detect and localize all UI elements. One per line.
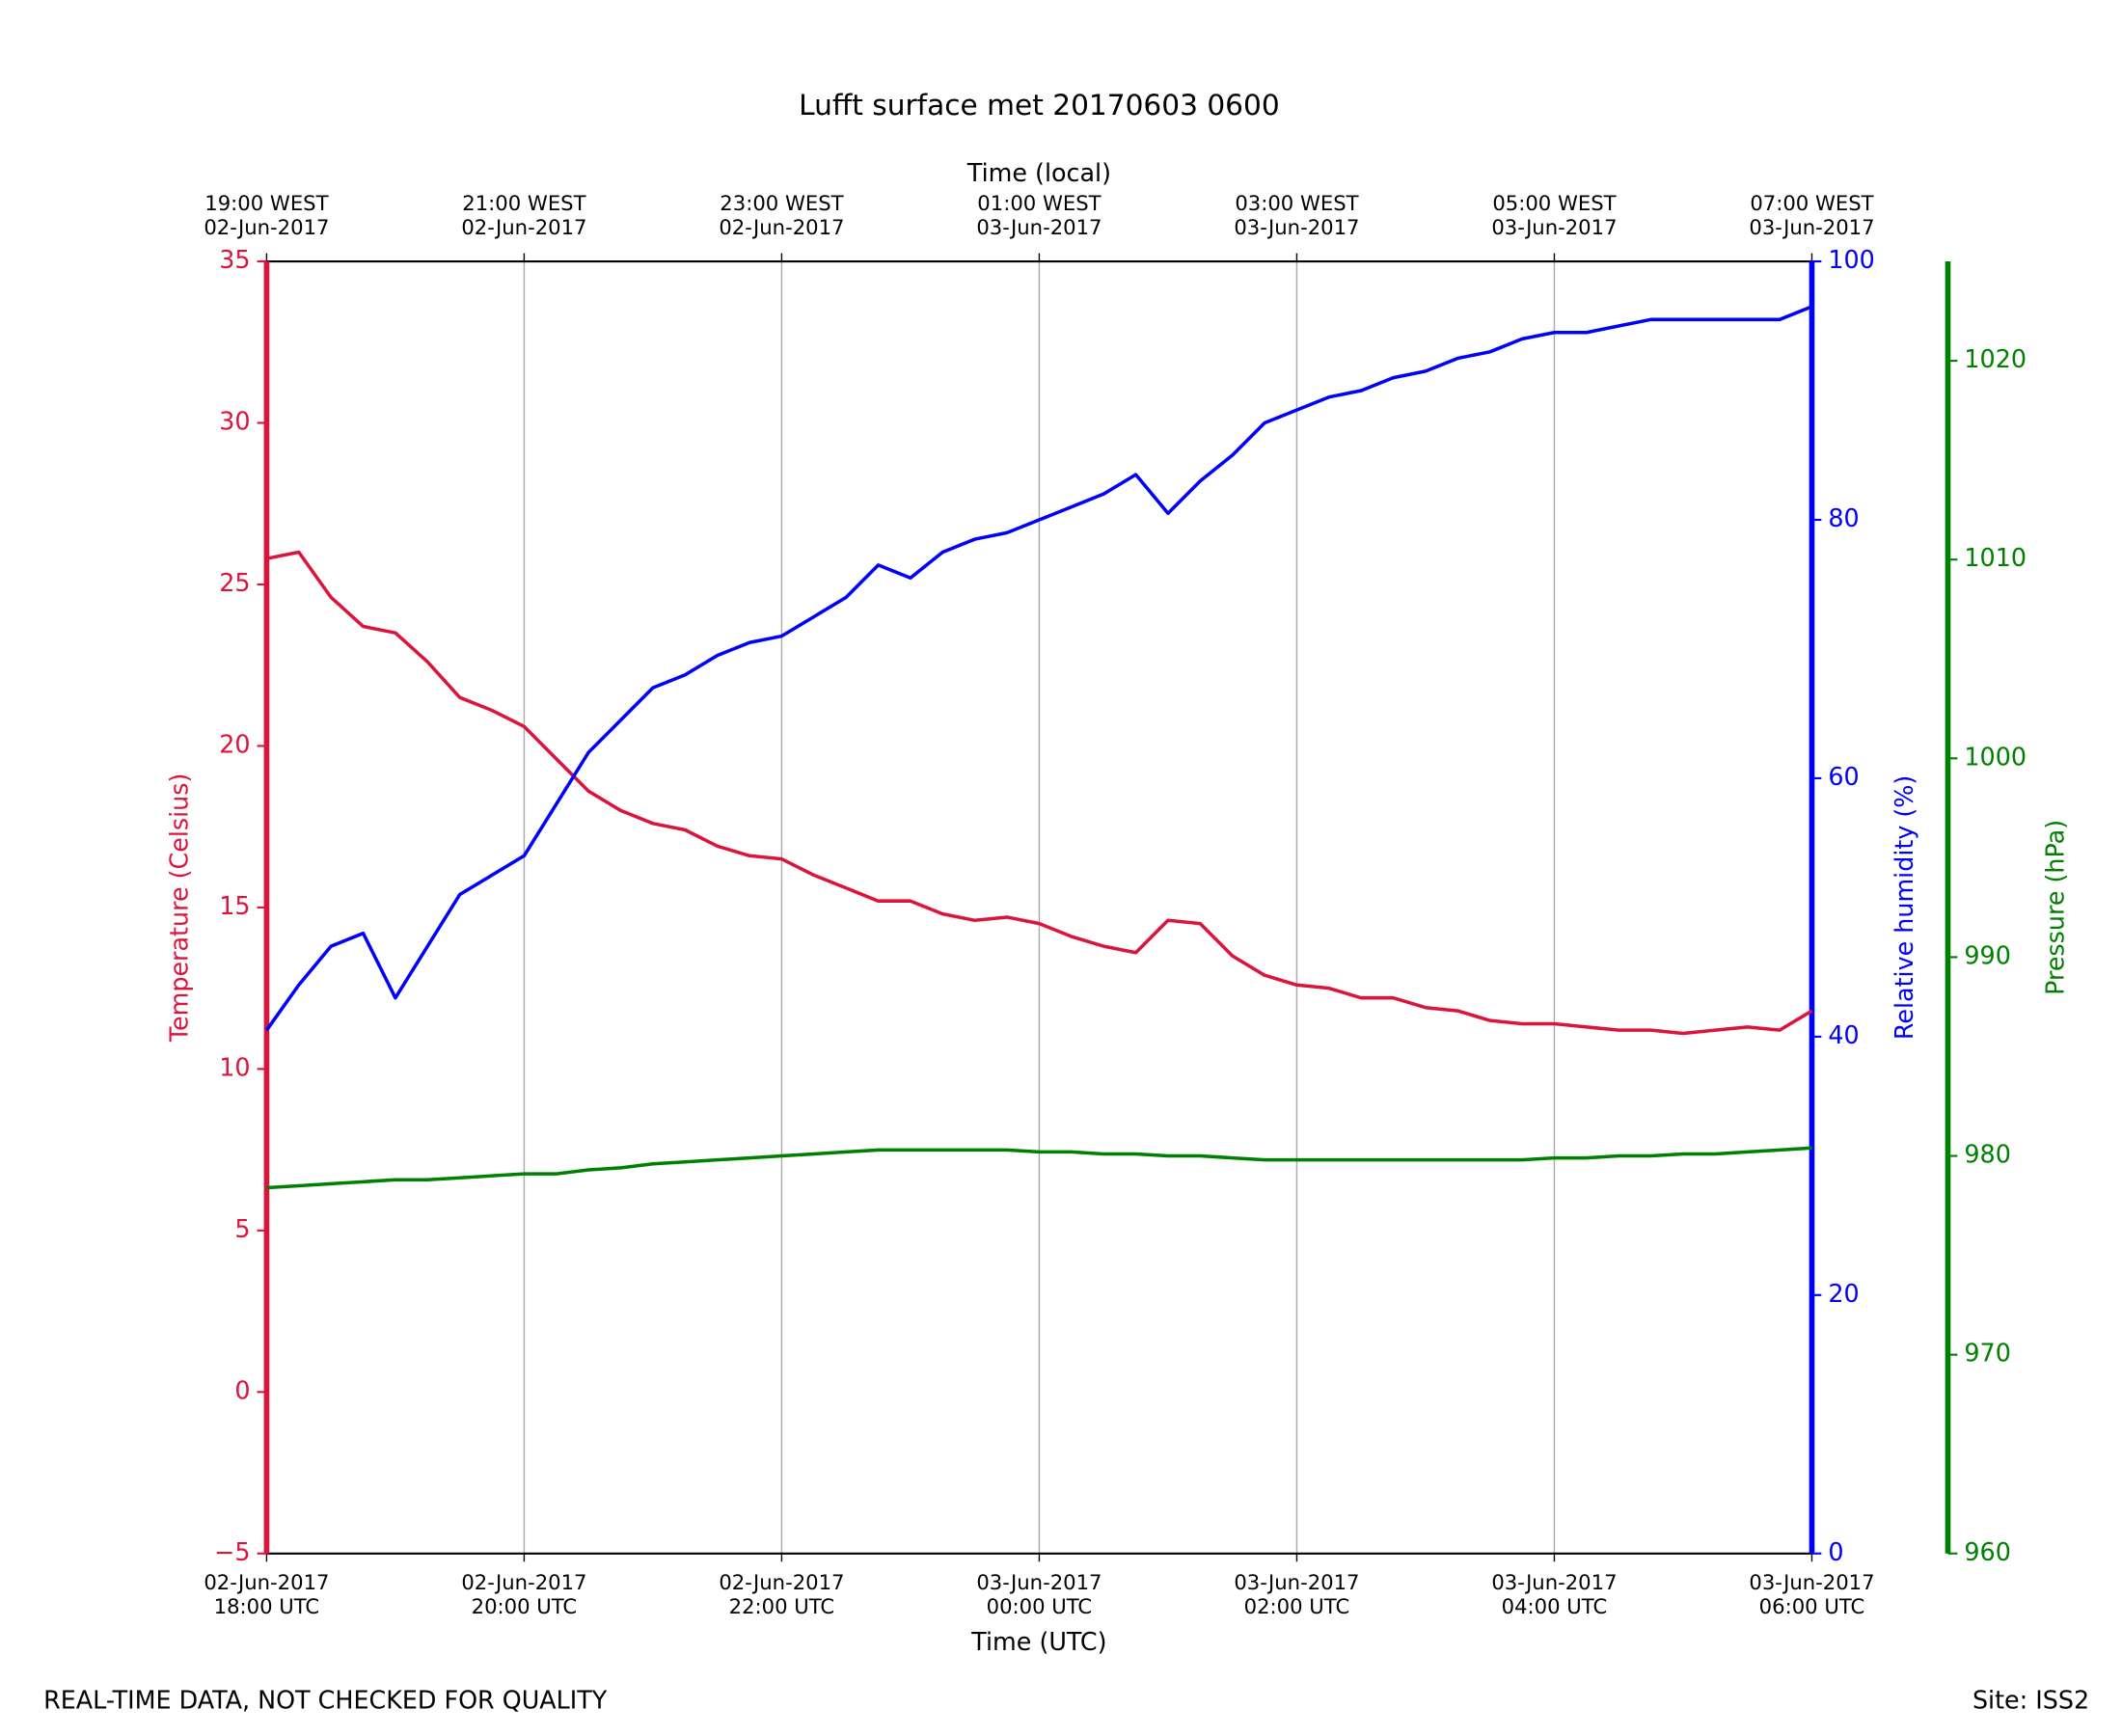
y-tick-label: −5 <box>214 1537 250 1566</box>
x-tick-label-line: 03-Jun-2017 <box>1491 1570 1617 1594</box>
y-axis-title: Temperature (Celsius) <box>165 773 194 1044</box>
x2-tick-label-line: 02-Jun-2017 <box>204 215 329 239</box>
x2-tick-label-line: 03-Jun-2017 <box>976 215 1102 239</box>
x-tick-label: 03-Jun-2017 06:00 UTC <box>1749 1570 1874 1618</box>
x2-tick-label: 05:00 WEST 03-Jun-2017 <box>1491 191 1617 239</box>
x-tick-label-line: 00:00 UTC <box>987 1594 1093 1618</box>
y-tick-label: 10 <box>219 1052 250 1081</box>
y3-tick-label: 1000 <box>1964 742 2027 771</box>
x2-tick-label: 23:00 WEST 02-Jun-2017 <box>719 191 844 239</box>
x2-tick-label: 03:00 WEST 03-Jun-2017 <box>1234 191 1359 239</box>
x2-tick-label-line: 03:00 WEST <box>1235 191 1358 215</box>
footer-note: REAL-TIME DATA, NOT CHECKED FOR QUALITY <box>43 1685 608 1714</box>
chart-title: Lufft surface met 20170603 0600 <box>799 89 1280 122</box>
x2-tick-label: 07:00 WEST 03-Jun-2017 <box>1749 191 1874 239</box>
x-tick-label-line: 06:00 UTC <box>1759 1594 1865 1618</box>
y-tick-label: 25 <box>219 568 250 597</box>
x2-tick-label-line: 03-Jun-2017 <box>1749 215 1874 239</box>
x-tick-label-line: 22:00 UTC <box>729 1594 835 1618</box>
x2-tick-label-line: 03-Jun-2017 <box>1234 215 1359 239</box>
x2-tick-label-line: 07:00 WEST <box>1750 191 1873 215</box>
x2-tick-label-line: 03-Jun-2017 <box>1491 215 1617 239</box>
y2-tick-label: 80 <box>1828 503 1859 532</box>
x2-tick-label-line: 05:00 WEST <box>1492 191 1616 215</box>
x-tick-label: 03-Jun-2017 02:00 UTC <box>1234 1570 1359 1618</box>
x2-tick-label-line: 23:00 WEST <box>720 191 843 215</box>
x2-tick-label: 21:00 WEST 02-Jun-2017 <box>461 191 586 239</box>
series-line <box>266 1146 1812 1190</box>
x-tick-label: 02-Jun-2017 22:00 UTC <box>719 1570 844 1618</box>
x2-tick-label: 01:00 WEST 03-Jun-2017 <box>976 191 1102 239</box>
y3-tick-label: 970 <box>1964 1339 2010 1368</box>
x-tick-label-line: 02-Jun-2017 <box>719 1570 844 1594</box>
x2-tick-label-line: 21:00 WEST <box>462 191 585 215</box>
y-tick-label: 0 <box>234 1375 250 1404</box>
x2-tick-label-line: 01:00 WEST <box>977 191 1101 215</box>
x-tick-label: 02-Jun-2017 20:00 UTC <box>461 1570 586 1618</box>
x-tick-label: 02-Jun-2017 18:00 UTC <box>204 1570 329 1618</box>
y2-tick-label: 60 <box>1828 762 1859 791</box>
y2-tick-label: 40 <box>1828 1020 1859 1049</box>
x-axis-title: Time (UTC) <box>970 1627 1106 1656</box>
x-tick-label-line: 02:00 UTC <box>1244 1594 1350 1618</box>
x-tick-label-line: 03-Jun-2017 <box>1234 1570 1359 1594</box>
y3-tick-label: 1010 <box>1964 543 2027 572</box>
x-tick-label: 03-Jun-2017 00:00 UTC <box>976 1570 1102 1618</box>
y3-tick-label: 1020 <box>1964 344 2027 373</box>
y2-axis-title: Relative humidity (%) <box>1890 775 1918 1040</box>
x-tick-label-line: 20:00 UTC <box>472 1594 578 1618</box>
x-tick-label-line: 18:00 UTC <box>214 1594 320 1618</box>
x2-tick-label-line: 19:00 WEST <box>204 191 328 215</box>
x-tick-label: 03-Jun-2017 04:00 UTC <box>1491 1570 1617 1618</box>
y2-tick-label: 20 <box>1828 1279 1859 1308</box>
y2-tick-label: 100 <box>1828 245 1874 274</box>
x-tick-label-line: 02-Jun-2017 <box>204 1570 329 1594</box>
x2-tick-label: 19:00 WEST 02-Jun-2017 <box>204 191 329 239</box>
series-line <box>266 550 1813 1036</box>
y-tick-label: 20 <box>219 729 250 758</box>
y-tick-label: 35 <box>219 245 250 274</box>
x-tick-label-line: 02-Jun-2017 <box>461 1570 586 1594</box>
x2-tick-label-line: 02-Jun-2017 <box>719 215 844 239</box>
series-line <box>264 305 1813 1032</box>
y-tick-label: 5 <box>234 1214 250 1243</box>
y-tick-label: 15 <box>219 891 250 920</box>
y3-tick-label: 960 <box>1964 1537 2010 1566</box>
x-tick-label-line: 04:00 UTC <box>1502 1594 1608 1618</box>
x2-tick-label-line: 02-Jun-2017 <box>461 215 586 239</box>
y3-tick-label: 990 <box>1964 940 2010 969</box>
x2-axis-title: Time (local) <box>966 158 1111 187</box>
y3-tick-label: 980 <box>1964 1140 2010 1169</box>
footer-site: Site: ISS2 <box>1972 1685 2089 1714</box>
y2-tick-label: 0 <box>1828 1537 1843 1566</box>
y-tick-label: 30 <box>219 406 250 435</box>
x-tick-label-line: 03-Jun-2017 <box>976 1570 1102 1594</box>
y3-axis-title: Pressure (hPa) <box>2040 820 2069 995</box>
x-tick-label-line: 03-Jun-2017 <box>1749 1570 1874 1594</box>
